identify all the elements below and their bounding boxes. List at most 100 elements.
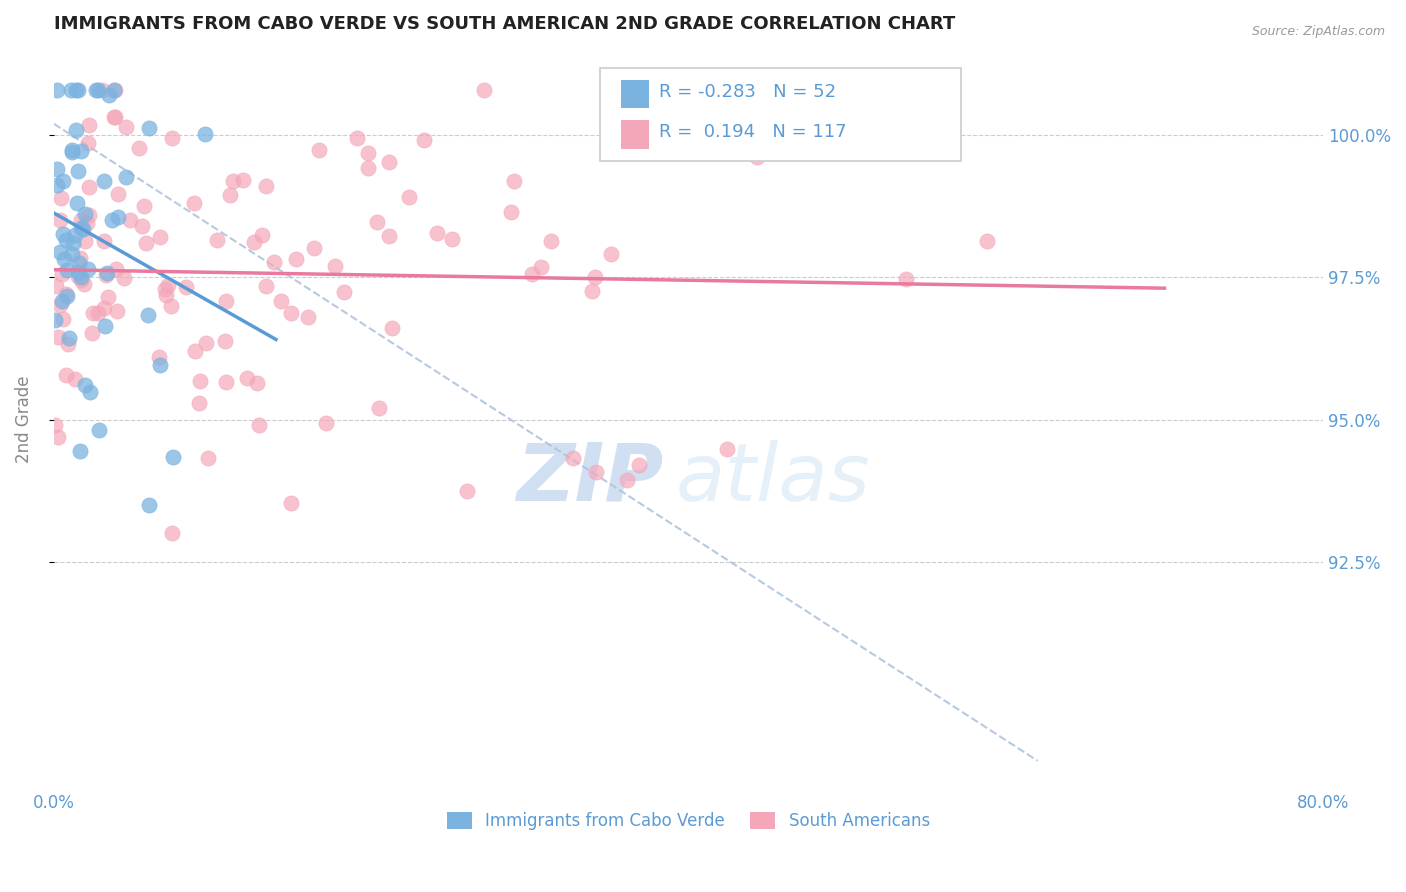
Point	[716, 442, 738, 456]
Point	[398, 190, 420, 204]
Point	[138, 120, 160, 135]
Point	[214, 334, 236, 348]
Point	[77, 180, 100, 194]
Point	[86, 83, 108, 97]
Point	[627, 458, 650, 472]
Point	[101, 213, 124, 227]
Text: atlas: atlas	[676, 440, 870, 517]
Point	[112, 271, 135, 285]
Point	[378, 228, 401, 243]
Point	[63, 227, 86, 242]
Point	[441, 232, 464, 246]
Point	[52, 174, 75, 188]
Point	[280, 306, 302, 320]
Point	[69, 251, 91, 265]
Text: Source: ZipAtlas.com: Source: ZipAtlas.com	[1251, 25, 1385, 38]
Point	[76, 262, 98, 277]
Point	[197, 450, 219, 465]
Text: IMMIGRANTS FROM CABO VERDE VS SOUTH AMERICAN 2ND GRADE CORRELATION CHART: IMMIGRANTS FROM CABO VERDE VS SOUTH AMER…	[53, 15, 955, 33]
Point	[66, 83, 89, 97]
Point	[284, 252, 307, 266]
Point	[155, 288, 177, 302]
Point	[48, 213, 70, 227]
Point	[215, 376, 238, 390]
Point	[104, 262, 127, 277]
Point	[77, 118, 100, 132]
Point	[60, 145, 83, 159]
Point	[70, 220, 93, 235]
Point	[160, 130, 183, 145]
Point	[561, 451, 583, 466]
Point	[60, 83, 83, 97]
Point	[308, 144, 330, 158]
Point	[55, 287, 77, 301]
Point	[246, 376, 269, 390]
Point	[65, 123, 87, 137]
Point	[134, 199, 156, 213]
Point	[62, 235, 84, 250]
Point	[96, 268, 118, 282]
Point	[499, 205, 522, 219]
Point	[205, 233, 228, 247]
Point	[91, 83, 114, 97]
Point	[247, 417, 270, 432]
Point	[149, 229, 172, 244]
Point	[44, 418, 66, 433]
Point	[159, 299, 181, 313]
Point	[128, 141, 150, 155]
Point	[93, 234, 115, 248]
Text: ZIP: ZIP	[516, 440, 664, 517]
Point	[105, 304, 128, 318]
Point	[333, 285, 356, 300]
Point	[297, 310, 319, 324]
Point	[378, 155, 401, 169]
Point	[215, 294, 238, 309]
Y-axis label: 2nd Grade: 2nd Grade	[15, 376, 32, 463]
Point	[77, 136, 100, 151]
Point	[472, 83, 495, 97]
Point	[747, 150, 769, 164]
Point	[232, 173, 254, 187]
Point	[976, 234, 998, 248]
Point	[346, 131, 368, 145]
Point	[69, 144, 91, 158]
Point	[149, 358, 172, 372]
Point	[65, 372, 87, 386]
Point	[46, 330, 69, 344]
Point	[67, 268, 90, 283]
Point	[426, 226, 449, 240]
FancyBboxPatch shape	[599, 69, 962, 161]
Point	[183, 196, 205, 211]
Point	[315, 416, 337, 430]
Point	[51, 267, 73, 281]
Point	[52, 227, 75, 241]
Point	[368, 401, 391, 416]
Point	[86, 83, 108, 97]
Point	[70, 269, 93, 284]
Point	[585, 465, 607, 479]
Point	[107, 210, 129, 224]
Point	[115, 170, 138, 185]
Point	[97, 289, 120, 303]
Point	[46, 162, 69, 177]
Point	[82, 306, 104, 320]
Point	[115, 120, 138, 135]
Point	[45, 178, 67, 192]
Point	[357, 161, 380, 175]
Point	[70, 273, 93, 287]
Point	[53, 252, 76, 266]
Point	[138, 498, 160, 512]
Point	[70, 212, 93, 227]
Point	[243, 235, 266, 250]
Point	[44, 313, 66, 327]
Point	[381, 321, 404, 335]
Point	[194, 128, 217, 142]
Point	[148, 350, 170, 364]
Point	[254, 179, 277, 194]
Point	[103, 110, 125, 124]
Point	[60, 246, 83, 260]
Legend: Immigrants from Cabo Verde, South Americans: Immigrants from Cabo Verde, South Americ…	[440, 805, 936, 837]
Point	[136, 309, 159, 323]
Point	[76, 216, 98, 230]
Point	[530, 260, 553, 274]
